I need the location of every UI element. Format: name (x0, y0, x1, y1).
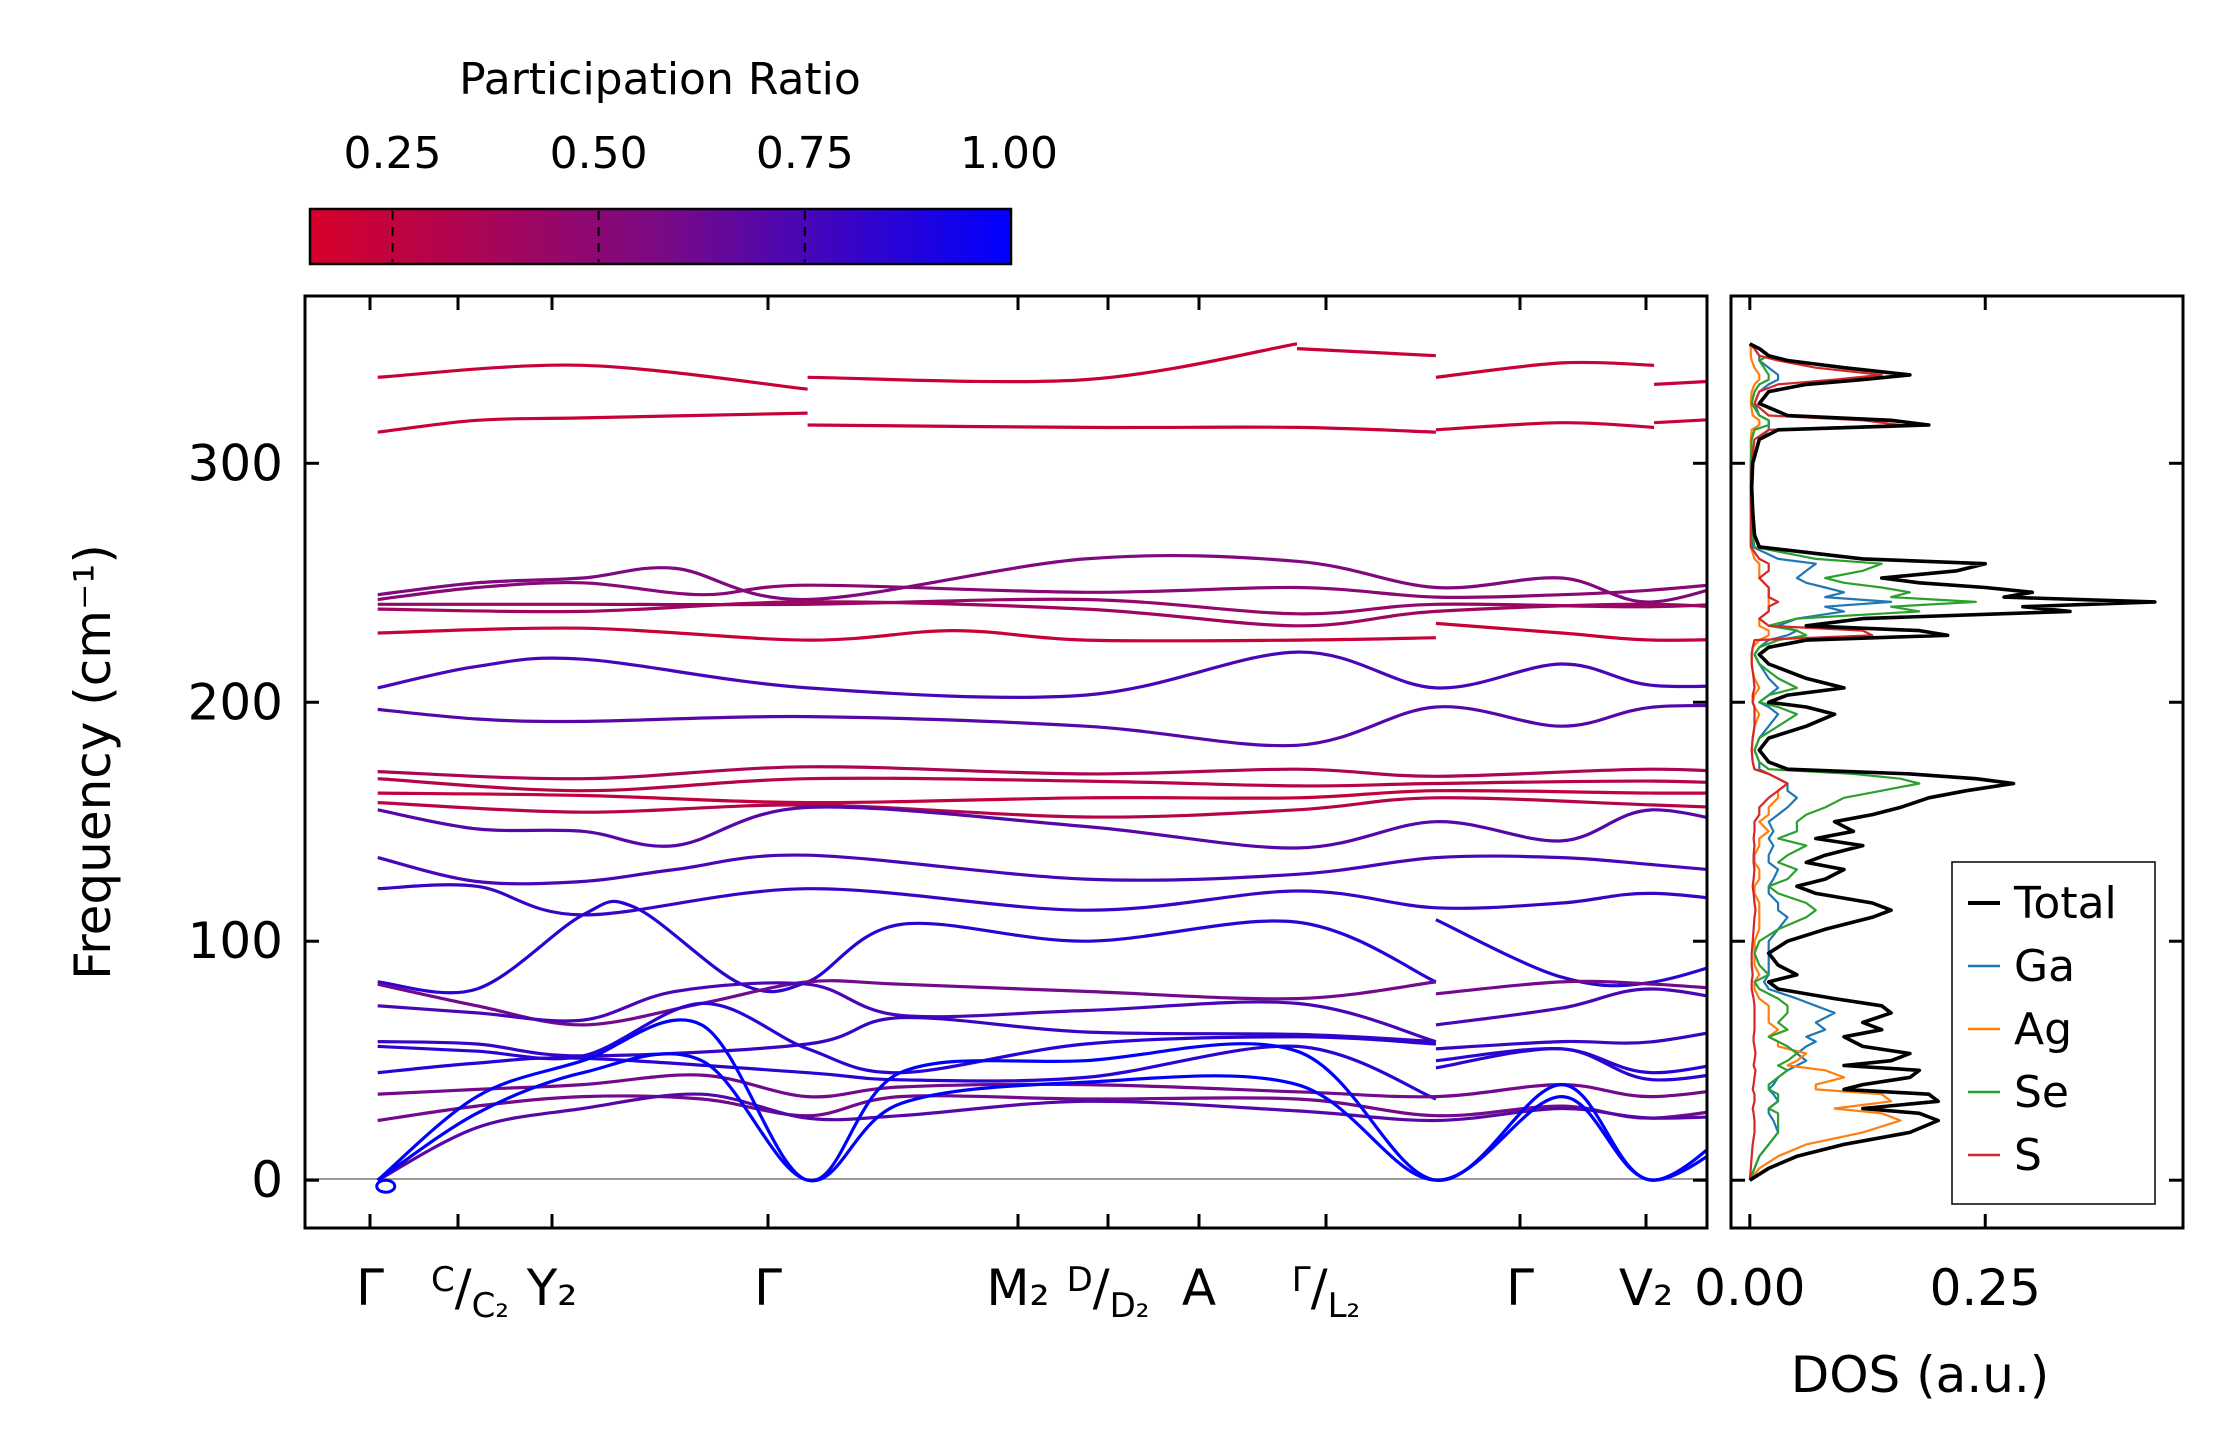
dos-line-se (1748, 342, 1977, 1181)
colorbar-tick-label: 0.25 (343, 128, 441, 179)
band-line (1435, 360, 1655, 379)
legend-label-ag: Ag (2014, 1004, 2072, 1055)
band-line (377, 363, 808, 391)
band-line (376, 1018, 1707, 1182)
high-symmetry-label: M₂ (986, 1259, 1049, 1317)
band-line (377, 1015, 1436, 1058)
band-line (377, 796, 1707, 819)
high-symmetry-label: A (1182, 1259, 1216, 1317)
dos-x-axis-label: DOS (a.u.) (1791, 1346, 2050, 1404)
high-symmetry-label: V₂ (1619, 1259, 1673, 1317)
colorbar-tick-label: 0.75 (756, 128, 854, 179)
dos-legend: Total Ga Ag Se S (1951, 861, 2156, 1205)
high-symmetry-label: Y₂ (526, 1259, 578, 1317)
band-line (1435, 1031, 1707, 1051)
band-line (377, 600, 1707, 628)
y-tick-label: 0 (251, 1151, 283, 1209)
band-line (377, 626, 1436, 643)
dos-line-s (1748, 343, 1902, 1181)
band-line (377, 650, 1707, 699)
high-symmetry-label: D/D₂ (1067, 1259, 1150, 1326)
y-tick-label: 300 (188, 434, 283, 492)
dos-frame (1729, 294, 2185, 1230)
colorbar-tick-labels: 0.25 0.50 0.75 1.00 (343, 128, 1057, 179)
dos-x-tick-label: 0.00 (1694, 1259, 1805, 1317)
legend-frame (1951, 861, 2156, 1205)
y-axis-label: Frequency (cm⁻¹) (64, 544, 122, 980)
y-tick-label: 100 (188, 912, 283, 970)
legend-label-ga: Ga (2014, 941, 2075, 992)
band-line (1435, 621, 1707, 642)
band-line (377, 411, 808, 434)
band-line (376, 1052, 1707, 1183)
high-symmetry-label: Γ (1506, 1259, 1534, 1317)
band-line (377, 776, 1707, 793)
colorbar-gradient (308, 207, 1013, 266)
band-line (377, 580, 1707, 602)
band-line (377, 981, 1437, 1044)
band-line (377, 853, 1707, 886)
band-line (377, 1001, 1436, 1075)
band-line (1296, 347, 1436, 358)
band-line (377, 1094, 1707, 1123)
dos-line-total (1748, 342, 2157, 1182)
legend-label-s: S (2014, 1130, 2042, 1181)
band-line (807, 342, 1298, 384)
dos-x-tick-label: 0.25 (1930, 1259, 2041, 1317)
band-line (1435, 918, 1707, 988)
band-line (377, 553, 1707, 604)
band-axes: 0 100 200 300 Γ C/C₂ Y₂ Γ M₂ D/D₂ A Γ/L₂ Γ V₂ (188, 296, 1707, 1326)
band-line (377, 788, 1707, 805)
band-line (1435, 1046, 1707, 1075)
band-line (1654, 418, 1707, 425)
band-line (1435, 1047, 1707, 1082)
dos-panel: 0.00 0.25 DOS (a.u.) Total Ga Ag Se S (1694, 294, 2185, 1404)
colorbar-title: Participation Ratio (459, 54, 861, 105)
band-line (1435, 979, 1707, 996)
band-line (376, 1092, 1707, 1182)
band-lines (375, 342, 1707, 1194)
band-line (377, 703, 1707, 748)
dos-axes: 0.00 0.25 (1694, 296, 2183, 1317)
y-tick-label: 200 (188, 673, 283, 731)
colorbar-tick-label: 0.50 (550, 128, 648, 179)
band-line (377, 899, 1437, 995)
band-frame (303, 294, 1709, 1230)
legend-label-total: Total (2013, 878, 2117, 929)
high-symmetry-label: C/C₂ (431, 1259, 509, 1326)
band-structure-panel: 0 100 200 300 Γ C/C₂ Y₂ Γ M₂ D/D₂ A Γ/L₂ Γ V₂ Frequen… (64, 294, 1709, 1326)
band-line (1435, 987, 1707, 1027)
high-symmetry-label: Γ/L₂ (1292, 1259, 1360, 1326)
dos-lines (1748, 342, 2157, 1182)
band-line (377, 765, 1707, 781)
band-line (1435, 421, 1655, 432)
high-symmetry-label: Γ (754, 1259, 782, 1317)
band-line (377, 805, 1707, 850)
band-line (377, 883, 1707, 917)
band-line (1654, 379, 1707, 386)
high-symmetry-label: Γ (356, 1259, 384, 1317)
colorbar-ticks (391, 211, 806, 262)
gamma-loop-marker (375, 1178, 397, 1194)
colorbar-tick-label: 1.00 (960, 128, 1058, 179)
band-line (807, 423, 1436, 434)
legend-label-se: Se (2014, 1067, 2069, 1118)
